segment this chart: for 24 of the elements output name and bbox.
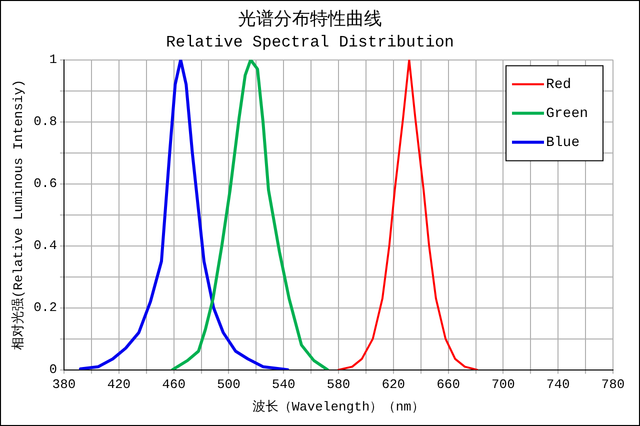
legend-label: Red: [546, 77, 572, 94]
x-tick-label: 460: [162, 377, 186, 392]
legend-label: Green: [546, 106, 588, 122]
y-tick-label: 0.6: [34, 176, 58, 192]
x-axis-title: 波长（Wavelength）（nm）: [252, 400, 424, 415]
x-tick-label: 420: [107, 377, 131, 392]
y-axis-title: 相对光强(Relative Luminous Intensiy): [11, 80, 26, 350]
x-tick-label: 700: [492, 377, 515, 392]
x-tick-label: 540: [272, 377, 296, 392]
x-tick-label: 780: [601, 377, 625, 392]
chart-subtitle: Relative Spectral Distribution: [166, 33, 454, 52]
x-tick-label: 580: [326, 377, 350, 392]
x-tick-label: 380: [52, 377, 76, 392]
y-tick-label: 0.8: [34, 114, 58, 130]
x-tick-label: 620: [382, 377, 406, 392]
x-tick-label: 660: [436, 377, 460, 392]
y-tick-label: 0.4: [34, 238, 58, 254]
x-tick-label: 500: [217, 377, 240, 392]
chart-title: 光谱分布特性曲线: [238, 8, 382, 30]
y-tick-label: 0.2: [34, 300, 58, 316]
y-tick-label: 1: [49, 52, 58, 68]
y-tick-label: 0: [49, 362, 58, 378]
x-tick-label: 740: [546, 377, 570, 392]
legend-label: Blue: [546, 135, 580, 152]
